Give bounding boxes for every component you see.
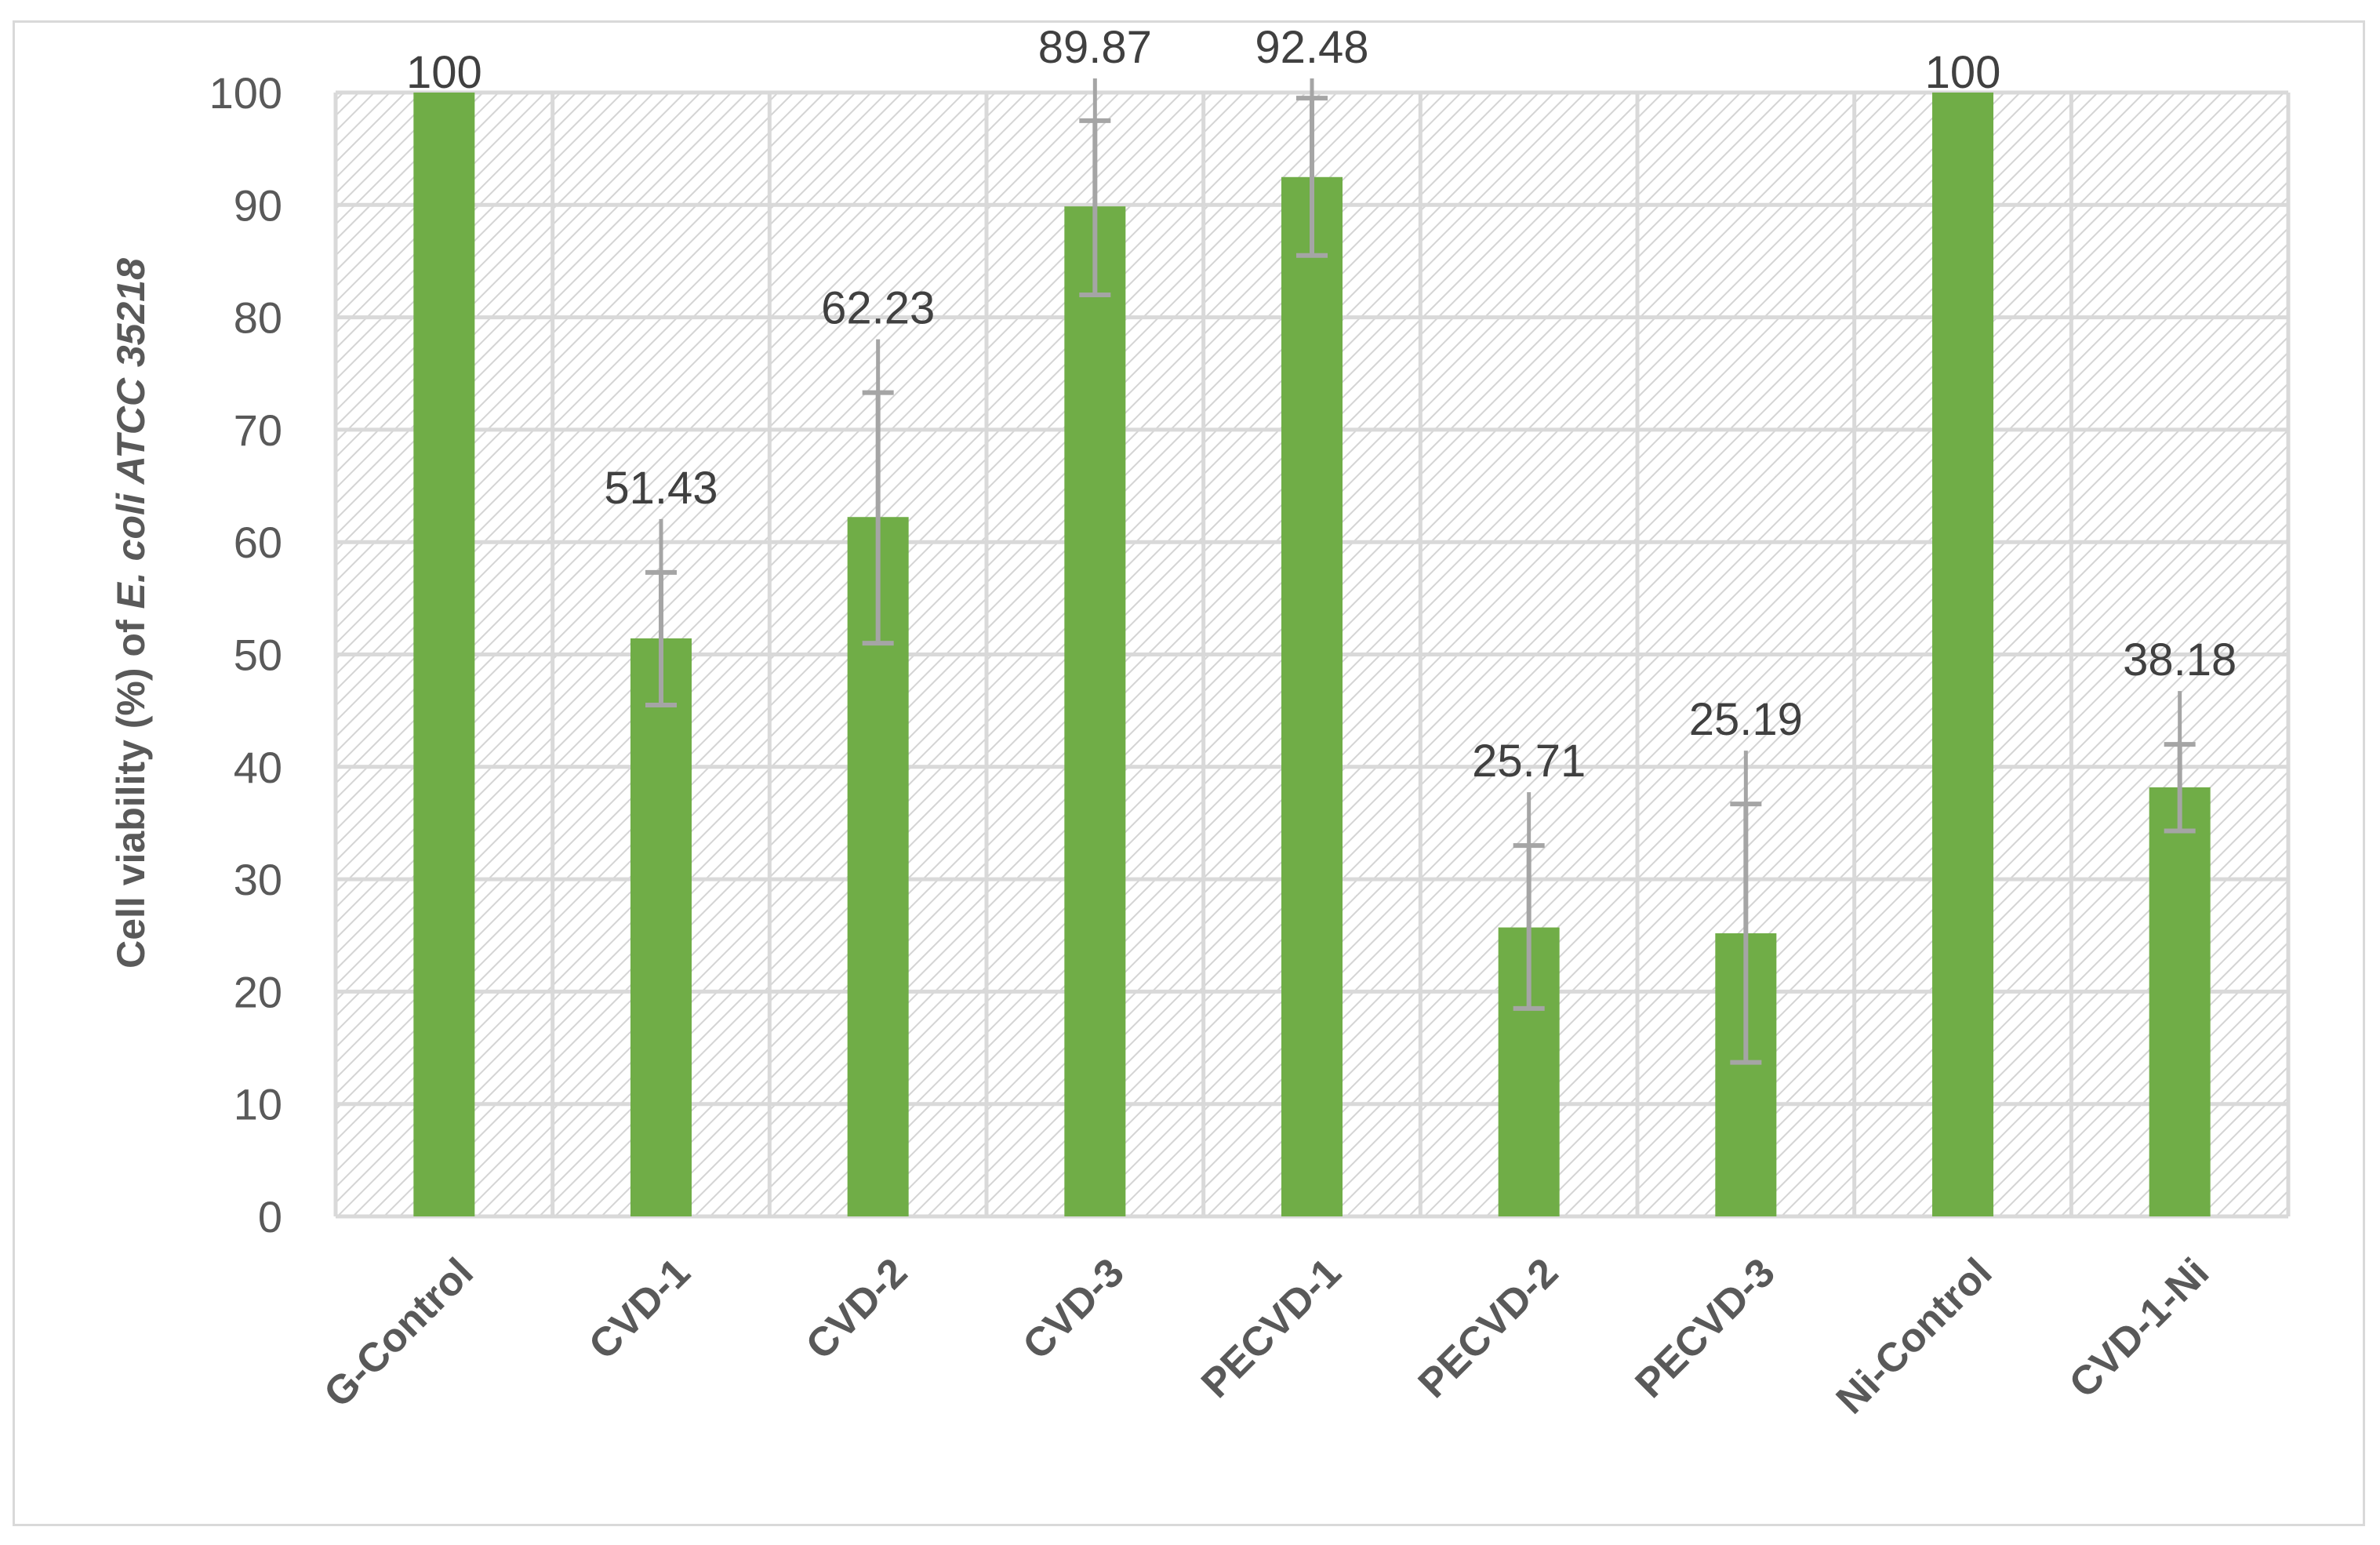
y-axis-title: Cell viability (%) of E. coli ATCC 35218 — [109, 258, 153, 969]
y-axis-title-italic: E. coli ATCC 35218 — [109, 258, 153, 609]
bar — [1281, 176, 1343, 1216]
y-tick-label: 70 — [234, 405, 282, 455]
bar — [1932, 93, 1993, 1216]
y-tick-label: 90 — [234, 180, 282, 230]
data-label: 51.43 — [604, 463, 718, 514]
y-tick-label: 40 — [234, 743, 282, 792]
data-label: 100 — [406, 47, 482, 98]
x-tick-label: G-Control — [315, 1249, 482, 1416]
x-tick-label: CVD-1 — [580, 1249, 699, 1368]
y-tick-label: 0 — [258, 1192, 282, 1241]
x-tick-label: PECVD-3 — [1626, 1249, 1783, 1406]
y-tick-label: 20 — [234, 967, 282, 1016]
data-label: 38.18 — [2123, 634, 2236, 685]
data-label: 92.48 — [1255, 22, 1368, 73]
y-tick-label: 10 — [234, 1080, 282, 1129]
bar — [2149, 787, 2211, 1216]
x-axis-ticks: G-Control CVD-1 CVD-2 CVD-3 PECVD-1 PECVD-2 PE… — [315, 1249, 2218, 1423]
y-tick-label: 100 — [209, 68, 282, 118]
x-tick-label: CVD-2 — [798, 1249, 916, 1368]
x-tick-label: CVD-3 — [1014, 1249, 1132, 1368]
data-label: 25.71 — [1472, 736, 1586, 787]
bar — [630, 638, 692, 1216]
data-label: 62.23 — [821, 283, 935, 334]
y-tick-label: 30 — [234, 855, 282, 904]
data-label: 25.19 — [1689, 694, 1803, 745]
data-label: 89.87 — [1038, 22, 1152, 73]
x-tick-label: PECVD-1 — [1193, 1249, 1350, 1406]
bar — [413, 93, 475, 1216]
x-tick-label: CVD-1-Ni — [2061, 1249, 2218, 1406]
x-tick-label: Ni-Control — [1828, 1249, 2001, 1423]
y-axis-title-plain: Cell viability (%) of — [109, 609, 153, 968]
y-axis-ticks: 0 10 20 30 40 50 60 70 80 90 100 — [209, 68, 282, 1241]
data-labels: 100 51.43 62.23 89.87 92.48 25.71 25.19 100 38.1… — [406, 22, 2236, 787]
y-tick-label: 60 — [234, 518, 282, 567]
data-label: 100 — [1925, 47, 2001, 98]
y-tick-label: 50 — [234, 631, 282, 680]
data-label-leaders — [659, 78, 2182, 934]
y-tick-label: 80 — [234, 293, 282, 343]
x-tick-label: PECVD-2 — [1410, 1249, 1567, 1406]
bar — [1064, 206, 1126, 1217]
